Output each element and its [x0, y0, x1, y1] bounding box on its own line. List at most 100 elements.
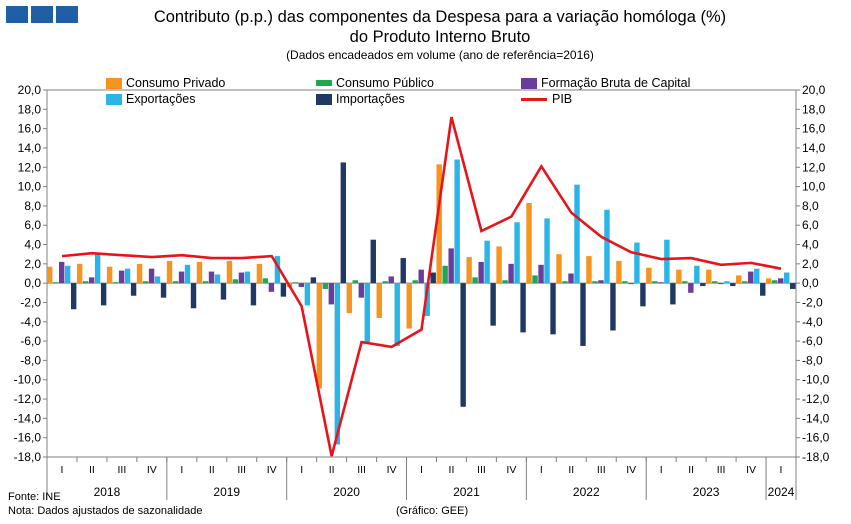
- y-tick-label-left: -18,0: [14, 450, 42, 464]
- bar-importacoes: [310, 277, 317, 284]
- footer-note: Nota: Dados ajustados de sazonalidade: [8, 505, 203, 517]
- bar-importacoes: [100, 283, 107, 306]
- bar-exportacoes: [634, 242, 640, 284]
- bar-exportacoes: [484, 240, 490, 284]
- bar-fbc: [238, 272, 245, 284]
- bar-fbc: [478, 261, 484, 284]
- y-tick-label-left: 20,0: [18, 83, 42, 97]
- bar-consumo_privado: [46, 266, 53, 284]
- bar-fbc: [448, 248, 454, 284]
- bar-consumo_publico: [742, 281, 748, 284]
- bar-fbc: [298, 283, 305, 288]
- y-tick-label-right: -6,0: [802, 334, 823, 348]
- bar-importacoes: [280, 283, 287, 297]
- y-tick-label-right: -4,0: [802, 315, 823, 329]
- y-tick-label-left: 6,0: [24, 218, 41, 232]
- footer-source: Fonte: INE: [8, 491, 61, 503]
- bar-consumo_privado: [556, 254, 562, 284]
- x-quarter-label: III: [357, 464, 366, 476]
- y-tick-label-right: -12,0: [802, 392, 830, 406]
- x-quarter-label: I: [540, 464, 543, 476]
- bar-exportacoes: [664, 239, 670, 284]
- bar-consumo_privado: [226, 260, 233, 284]
- x-quarter-label: I: [420, 464, 423, 476]
- y-tick-label-right: 10,0: [802, 180, 826, 194]
- bar-consumo_privado: [376, 283, 382, 318]
- y-tick-label-right: -14,0: [802, 411, 830, 425]
- x-quarter-label: III: [237, 464, 246, 476]
- bar-consumo_publico: [502, 280, 508, 284]
- bar-exportacoes: [574, 184, 580, 284]
- legend-label-consumo-publico: Consumo Público: [336, 76, 434, 90]
- bar-importacoes: [490, 283, 496, 326]
- bar-consumo_publico: [652, 281, 658, 284]
- y-tick-label-left: -2,0: [20, 295, 41, 309]
- bar-fbc: [88, 277, 95, 284]
- x-quarter-label: II: [568, 464, 574, 476]
- bar-importacoes: [130, 283, 137, 296]
- bar-importacoes: [250, 283, 257, 306]
- legend-consumo-privado: Consumo Privado: [106, 76, 225, 90]
- y-tick-label-right: -10,0: [802, 373, 830, 387]
- bar-importacoes: [160, 283, 167, 298]
- bar-importacoes: [760, 283, 766, 296]
- x-year-label: 2019: [213, 485, 240, 499]
- y-tick-label-left: -6,0: [20, 334, 41, 348]
- bar-consumo_privado: [736, 275, 742, 284]
- bar-fbc: [148, 268, 155, 284]
- y-tick-label-left: 14,0: [18, 141, 42, 155]
- x-quarter-label: I: [780, 464, 783, 476]
- bar-consumo_publico: [232, 279, 239, 284]
- legend-swatch-pib: [521, 97, 547, 101]
- chart-title-line2: do Produto Interno Bruto: [349, 28, 531, 46]
- y-tick-label-right: 20,0: [802, 83, 826, 97]
- bar-consumo_publico: [202, 281, 209, 284]
- x-year-label: 2021: [453, 485, 480, 499]
- legend-importacoes: Importações: [316, 92, 405, 106]
- x-quarter-label: II: [688, 464, 694, 476]
- bar-exportacoes: [304, 283, 311, 306]
- bar-exportacoes: [94, 254, 101, 284]
- y-tick-label-right: -18,0: [802, 450, 830, 464]
- legend-label-exportacoes: Exportações: [126, 92, 196, 106]
- bar-exportacoes: [544, 218, 550, 284]
- x-quarter-label: IV: [147, 464, 157, 476]
- bar-consumo_publico: [592, 281, 598, 284]
- bar-exportacoes: [184, 264, 191, 284]
- y-tick-label-left: 12,0: [18, 160, 42, 174]
- bar-fbc: [178, 271, 185, 284]
- bar-consumo_privado: [646, 267, 652, 284]
- bar-importacoes: [400, 258, 406, 284]
- x-quarter-label: III: [477, 464, 486, 476]
- bar-consumo_publico: [112, 282, 119, 284]
- bar-consumo_publico: [442, 265, 448, 284]
- bar-fbc: [118, 270, 125, 284]
- bar-exportacoes: [394, 283, 400, 346]
- bar-importacoes: [190, 283, 197, 309]
- bar-consumo_privado: [136, 263, 143, 284]
- bar-consumo_publico: [532, 275, 538, 284]
- bar-fbc: [748, 271, 754, 284]
- bar-fbc: [688, 283, 694, 293]
- y-tick-label-left: 4,0: [24, 238, 41, 252]
- bar-consumo_publico: [472, 277, 478, 284]
- x-quarter-label: IV: [626, 464, 636, 476]
- bar-importacoes: [340, 162, 347, 284]
- x-quarter-label: IV: [746, 464, 756, 476]
- bar-consumo_publico: [352, 280, 358, 284]
- legend-swatch-fbc: [521, 77, 537, 89]
- bar-consumo_privado: [466, 257, 472, 284]
- bar-consumo_publico: [562, 281, 568, 284]
- y-tick-label-right: -8,0: [802, 353, 823, 367]
- bar-consumo_publico: [292, 282, 299, 284]
- x-quarter-label: II: [209, 464, 215, 476]
- bar-importacoes: [70, 283, 77, 310]
- legend-pib: PIB: [521, 92, 572, 106]
- bar-consumo_privado: [586, 256, 592, 284]
- bar-exportacoes: [244, 271, 251, 284]
- bar-consumo_privado: [286, 283, 293, 288]
- bar-exportacoes: [694, 265, 700, 284]
- bar-consumo_publico: [382, 281, 388, 284]
- legend-swatch-exportacoes: [106, 93, 122, 105]
- x-quarter-label: II: [449, 464, 455, 476]
